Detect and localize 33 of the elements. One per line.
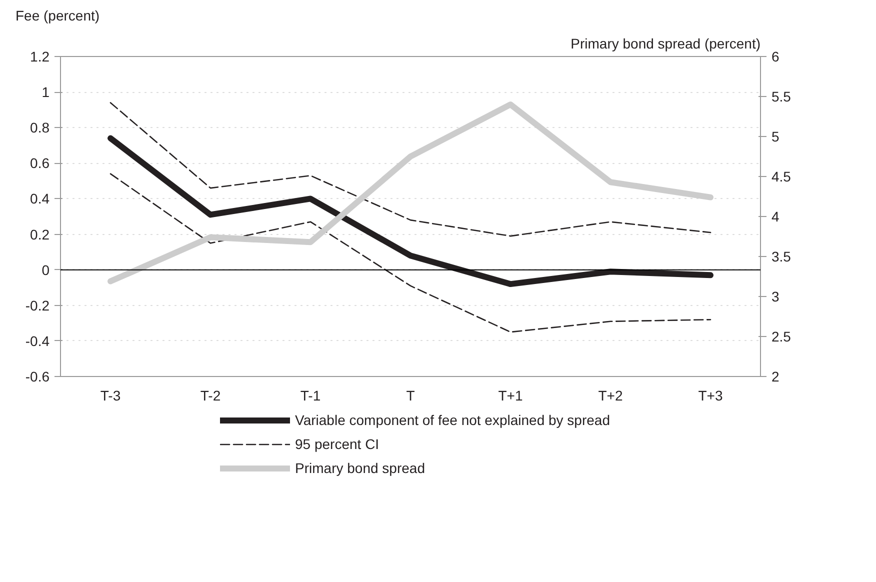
y-tick-label: 0.6 <box>30 155 50 172</box>
y2-tick-label: 5 <box>772 128 780 144</box>
y2-tick-label: 2 <box>772 368 780 384</box>
y2-tick-label: 4.5 <box>772 168 792 184</box>
y2-tick-label: 2.5 <box>772 328 792 344</box>
x-tick-label: T-3 <box>100 388 121 404</box>
y2-axis-title: Primary bond spread (percent) <box>570 36 761 52</box>
y-tick-label: 0.4 <box>30 190 50 207</box>
y2-tick-label: 6 <box>772 48 780 64</box>
y2-tick-label: 3 <box>772 288 780 304</box>
y-tick-label: 1 <box>42 84 50 100</box>
line-series <box>110 102 712 237</box>
x-tick-label: T+2 <box>598 388 623 404</box>
x-tick-label: T-2 <box>200 388 221 404</box>
y2-tick-label: 3.5 <box>772 248 792 264</box>
y-tick-label: -0.2 <box>25 297 50 314</box>
legend-label: Primary bond spread <box>295 460 425 476</box>
x-tick-label: T+3 <box>698 388 723 404</box>
legend-label: 95 percent CI <box>295 436 380 452</box>
y-tick-label: 0.2 <box>30 226 50 242</box>
y2-tick-label: 5.5 <box>772 88 792 104</box>
y-tick-label: 0.8 <box>30 120 50 136</box>
y-tick-label: -0.4 <box>25 332 50 349</box>
x-tick-label: T-1 <box>300 388 321 404</box>
x-tick-label: T <box>406 388 416 404</box>
y-tick-label: 0 <box>42 262 50 278</box>
y2-tick-label: 4 <box>772 208 780 224</box>
y-axis-title: Fee (percent) <box>16 8 100 24</box>
line-series <box>110 173 712 333</box>
y-tick-label: -0.6 <box>25 368 50 384</box>
y-tick-label: 1.2 <box>30 48 50 64</box>
legend-label: Variable component of fee not explained by spread <box>295 412 610 428</box>
x-tick-label: T+1 <box>498 388 523 404</box>
